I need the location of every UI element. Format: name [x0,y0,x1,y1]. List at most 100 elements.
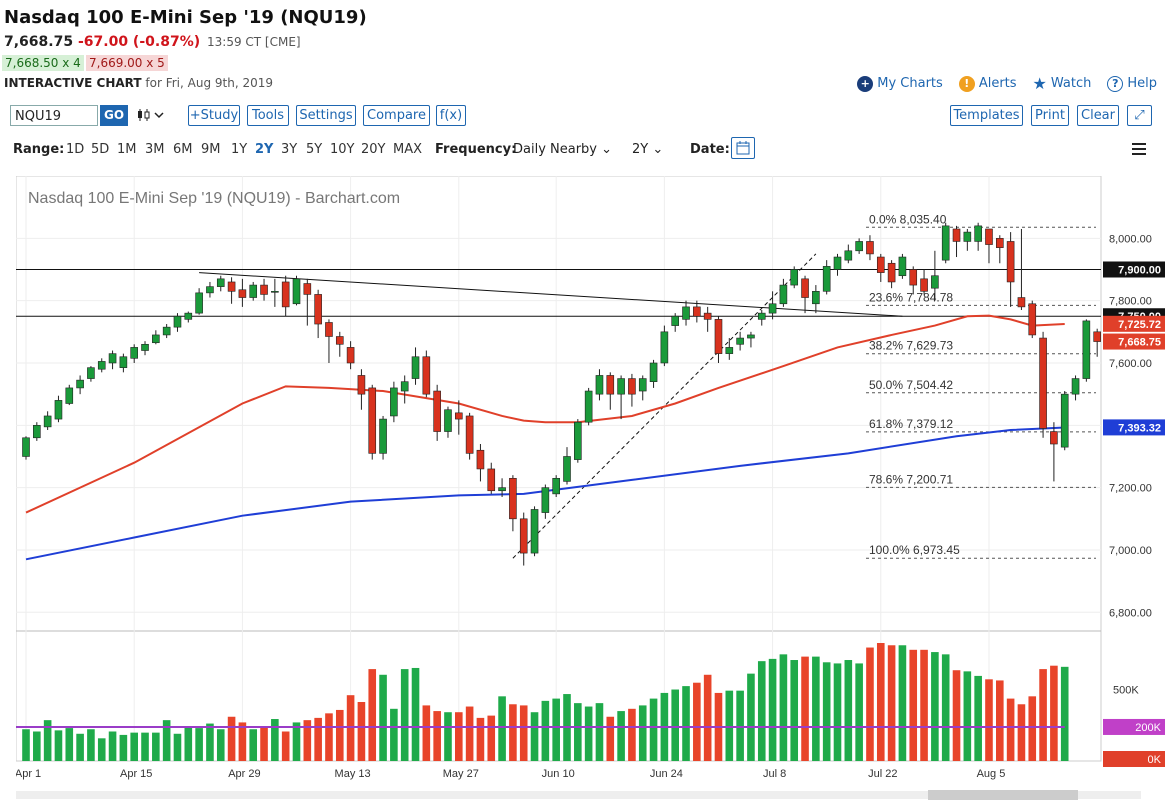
symbol-input[interactable]: NQU19 [10,105,98,126]
candle-body [974,225,982,242]
scrollbar-thumb[interactable] [928,790,1078,800]
hamburger-menu-icon[interactable] [1132,143,1146,158]
volume-bar [1028,696,1037,761]
interactive-chart-label: INTERACTIVE CHART for Fri, Aug 9th, 2019 [4,76,273,90]
candle-body [227,281,236,292]
candle-body [1039,337,1047,429]
candle-body [909,269,918,286]
volume-zero-label-bg [1103,751,1165,767]
range-5d[interactable]: 5D [91,142,110,157]
volume-bar [1050,665,1058,761]
volume-bar [346,695,355,761]
print-button[interactable]: Print [1031,105,1069,126]
expand-button[interactable]: ⤢ [1127,105,1152,126]
go-button[interactable]: GO [100,105,128,126]
price-label: 7,393.32 [1118,422,1161,434]
range-3y[interactable]: 3Y [281,142,298,157]
volume-bar [368,669,377,761]
candle-body [649,362,658,382]
volume-bar [941,654,950,761]
candle-body [411,356,420,379]
volume-bar [909,649,918,761]
range-3m[interactable]: 3M [145,142,165,157]
volume-bar [812,656,820,761]
candle-body [65,387,74,404]
x-tick-label: Jul 22 [868,768,897,780]
watch-link[interactable]: ★ Watch [1033,74,1092,93]
volume-bar [43,720,52,761]
templates-button[interactable]: Templates [950,105,1023,126]
function-button[interactable]: f(x) [436,105,466,126]
range-max[interactable]: MAX [393,142,423,157]
volume-bar [725,690,734,761]
volume-bar [952,670,961,761]
period-select[interactable]: 2Y ⌄ [632,142,663,157]
volume-bar [768,658,777,761]
candle-body [162,326,171,336]
volume-bar [498,696,506,761]
candle-body [855,241,863,252]
volume-bar [898,645,907,761]
volume-bar [303,720,312,761]
settings-button[interactable]: Settings [296,105,356,126]
fib-level-label: 100.0% 6,973.45 [869,543,960,557]
volume-bar [790,660,799,761]
volume-bar [638,705,647,761]
study-button[interactable]: +Study [188,105,240,126]
volume-tick-label: 500K [1113,685,1139,697]
chart-scrollbar[interactable] [16,791,1141,799]
range-20y[interactable]: 20Y [361,142,386,157]
volume-bar [822,662,831,761]
volume-bar [173,733,182,761]
candle-body [541,487,550,513]
candle-body [249,284,258,298]
alerts-link[interactable]: ! Alerts [958,75,1017,92]
volume-bar [671,689,679,761]
range-10y[interactable]: 10Y [330,142,355,157]
volume-bar [931,652,939,761]
volume-bar [119,734,128,761]
volume-bar [801,656,809,761]
price-chart[interactable]: 6,800.007,000.007,200.007,400.007,600.00… [15,175,1165,807]
volume-bar [54,730,63,761]
candle-body [509,477,517,520]
calendar-button[interactable] [731,137,755,159]
candle-body [76,379,84,389]
volume-bar [195,728,203,761]
price-label-bg [1103,315,1165,332]
volume-bar [1017,704,1026,761]
volume-bar [108,731,117,761]
my-charts-link[interactable]: + My Charts [857,75,943,92]
volume-bar [649,698,658,761]
x-tick-label: Apr 1 [16,768,41,780]
frequency-select[interactable]: Daily Nearby ⌄ [513,142,612,157]
plus-circle-icon: + [857,75,874,92]
volume-bar [314,717,322,761]
candle-body [444,409,452,432]
clear-button[interactable]: Clear [1077,105,1119,126]
volume-bar [595,703,604,761]
range-9m[interactable]: 9M [201,142,221,157]
range-1d[interactable]: 1D [66,142,85,157]
range-bar: Range: 1D 5D 1M 3M 6M 9M 1Y 2Y 3Y 5Y 10Y… [0,137,1165,161]
range-1y[interactable]: 1Y [231,142,248,157]
range-2y[interactable]: 2Y [255,142,274,157]
chevron-down-icon: ⌄ [601,142,613,157]
candle-body [1082,320,1091,379]
range-5y[interactable]: 5Y [306,142,323,157]
chart-title: Nasdaq 100 E-Mini Sep '19 (NQU19) - Barc… [28,190,400,207]
volume-bar [227,716,236,761]
compare-button[interactable]: Compare [363,105,430,126]
candle-body [357,375,366,395]
candle-body [325,322,333,337]
tools-button[interactable]: Tools [247,105,289,126]
chart-area[interactable]: 6,800.007,000.007,200.007,400.007,600.00… [15,175,1165,807]
help-link[interactable]: ? Help [1107,75,1157,92]
chart-type-select[interactable] [136,108,166,125]
candle-body [747,334,755,339]
candle-body [33,425,41,439]
candle-body [530,509,539,554]
range-6m[interactable]: 6M [173,142,193,157]
volume-bar [260,726,268,761]
range-1m[interactable]: 1M [117,142,137,157]
